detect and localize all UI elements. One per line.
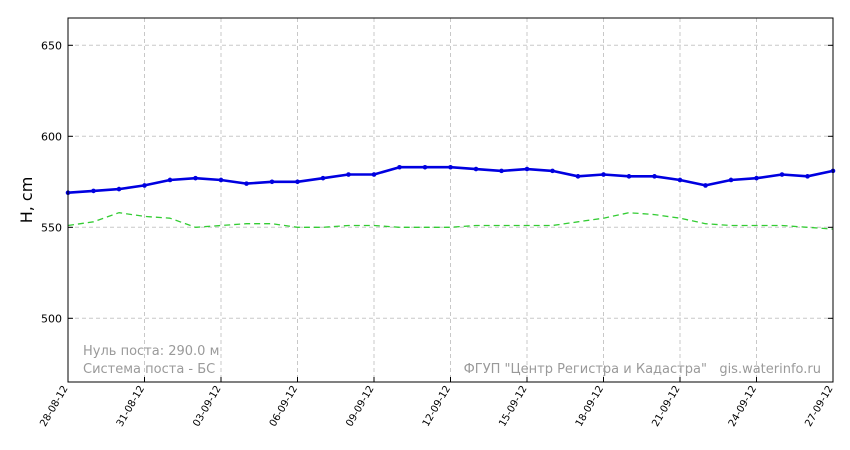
x-tick-label: 31-08-12 [115, 384, 147, 429]
series-point [371, 172, 377, 177]
series-point [91, 188, 96, 194]
series-point [575, 174, 581, 179]
annotation-system: Система поста - БС [83, 362, 215, 377]
series-point [116, 186, 122, 192]
x-tick-label: 28-08-12 [38, 384, 70, 429]
series-point [320, 175, 326, 181]
series-point [422, 164, 428, 170]
series-point [397, 164, 402, 170]
series-point [473, 166, 479, 172]
series-point [295, 179, 300, 185]
annotation-datum: Нуль поста: 290.0 м [83, 344, 219, 359]
series-point [167, 177, 173, 183]
series-point [193, 175, 198, 181]
series-point [218, 177, 224, 183]
series-layer [65, 164, 836, 230]
y-tick-label: 500 [41, 312, 62, 325]
y-axis-label: H, cm [17, 177, 36, 224]
y-tick-label: 650 [41, 39, 62, 52]
series-point [626, 174, 632, 179]
series-point [779, 172, 785, 177]
series-point [524, 166, 530, 172]
x-tick-label: 21-09-12 [650, 384, 682, 429]
series-point [499, 168, 504, 174]
series-line-dashed [67, 212, 834, 230]
x-tick-label: 18-09-12 [574, 384, 606, 429]
series-point [703, 183, 708, 188]
series-point [652, 174, 657, 179]
series-point [754, 175, 759, 181]
x-tick-label: 03-09-12 [191, 384, 223, 429]
annotation-credit: ФГУП "Центр Регистра и Кадастра" gis.wat… [464, 362, 821, 377]
series-point [142, 183, 147, 188]
series-point [346, 172, 351, 177]
x-tick-label: 06-09-12 [268, 384, 300, 429]
x-tick-label: 27-09-12 [803, 384, 835, 429]
x-tick-label: 24-09-12 [727, 384, 759, 429]
y-tick-label: 600 [41, 130, 62, 143]
series-point [601, 172, 606, 177]
x-tick-label: 12-09-12 [421, 384, 453, 429]
series-point [269, 179, 275, 185]
series-point [550, 168, 555, 174]
grid-lines [67, 18, 834, 382]
series-point [448, 164, 453, 170]
series-point [677, 177, 683, 183]
x-tick-label: 09-09-12 [344, 384, 376, 429]
x-tick-label: 15-09-12 [497, 384, 529, 429]
series-point [728, 177, 734, 183]
series-point [805, 174, 810, 179]
y-tick-label: 550 [41, 221, 62, 234]
series-point [244, 181, 249, 186]
